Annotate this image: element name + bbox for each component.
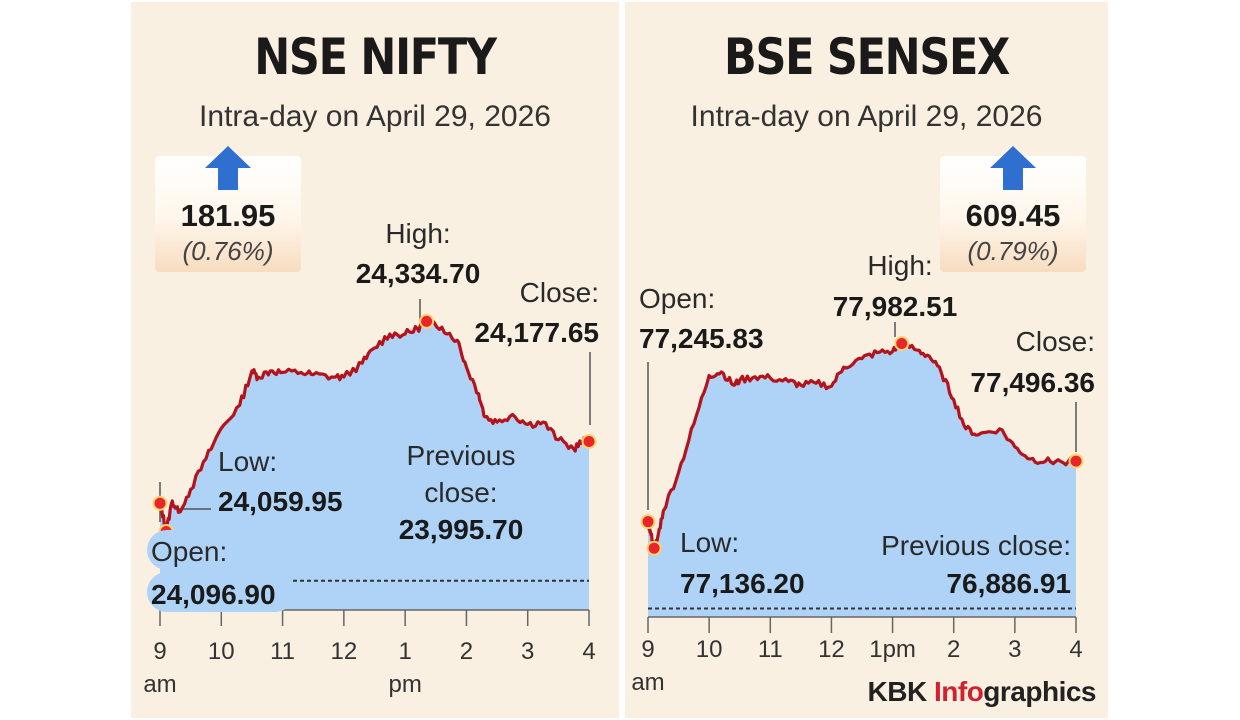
close-marker <box>581 433 597 449</box>
x-tick-label: 12 <box>331 638 358 665</box>
nifty-prev-close-value: 23,995.70 <box>399 514 524 545</box>
nifty-open-label-bg <box>147 530 247 570</box>
x-tick-label: 4 <box>1069 636 1082 663</box>
x-tick-label: 2 <box>460 638 473 665</box>
sensex-open-label: Open: <box>639 283 715 314</box>
x-tick-label: 2 <box>947 636 960 663</box>
sensex-high-value: 77,982.51 <box>833 291 958 322</box>
nifty-chart: 9 am 10 11 12 1 pm 2 3 4 High: 24,334.70 Close: 2… <box>143 218 599 698</box>
nifty-panel: NSE NIFTY Intra-day on April 29, 2026 18… <box>131 2 619 718</box>
x-tick-label: 11 <box>270 638 295 665</box>
sensex-prev-close-label: Previous close: <box>881 530 1071 561</box>
sensex-area <box>648 342 1076 617</box>
sensex-close-label: Close: <box>1016 326 1095 357</box>
sensex-low-value: 77,136.20 <box>680 568 805 599</box>
nifty-area <box>160 319 589 610</box>
sensex-close-value: 77,496.36 <box>970 367 1095 398</box>
x-tick-label: 12 <box>818 636 845 663</box>
nifty-open-value-bg <box>147 572 295 612</box>
nifty-open-label: Open: <box>151 536 227 567</box>
nifty-high-label: High: <box>385 218 450 249</box>
x-tick-label: 3 <box>1008 636 1021 663</box>
high-marker <box>419 313 435 329</box>
open-marker <box>640 514 656 530</box>
nifty-change-value: 181.95 <box>180 198 276 233</box>
sensex-title: BSE SENSEX <box>723 28 1010 86</box>
up-arrow-icon <box>990 146 1036 190</box>
nifty-low-value: 24,059.95 <box>218 486 343 517</box>
nifty-subtitle: Intra-day on April 29, 2026 <box>199 100 551 133</box>
nifty-open-value: 24,096.90 <box>151 579 276 610</box>
nifty-x-ticks: 9 am 10 11 12 1 pm 2 3 4 <box>143 610 596 698</box>
sensex-change-value: 609.45 <box>965 198 1061 233</box>
x-tick-label: 10 <box>696 636 723 663</box>
x-tick-label: 11 <box>758 636 783 663</box>
credit-info: Info <box>933 676 984 707</box>
x-tick-label: 3 <box>521 638 534 665</box>
sensex-prev-close-value: 76,886.91 <box>946 568 1071 599</box>
x-tick-label: 1pm <box>869 636 916 663</box>
sensex-panel: BSE SENSEX Intra-day on April 29, 2026 6… <box>625 2 1108 718</box>
sensex-change-percent: (0.79%) <box>967 236 1059 266</box>
nifty-high-value: 24,334.70 <box>356 258 481 289</box>
close-marker <box>1068 453 1084 469</box>
sensex-change-badge: 609.45 (0.79%) <box>940 146 1086 272</box>
x-tick-label: 10 <box>208 638 235 665</box>
nifty-close-value: 24,177.65 <box>474 317 599 348</box>
nifty-title: NSE NIFTY <box>254 28 497 86</box>
x-tick-sublabel: am <box>631 669 664 696</box>
nifty-prev-close-label-1: Previous <box>407 440 516 471</box>
nifty-close-label: Close: <box>520 277 599 308</box>
nifty-change-badge: 181.95 (0.76%) <box>155 146 301 272</box>
high-marker <box>894 335 910 351</box>
open-marker <box>152 495 168 511</box>
x-tick-label: 9 <box>153 638 166 665</box>
sensex-open-value: 77,245.83 <box>639 323 764 354</box>
credit-kbk: KBK <box>867 676 934 707</box>
sensex-low-label: Low: <box>680 527 739 558</box>
x-tick-label: 9 <box>641 636 654 663</box>
sensex-price-line <box>646 340 1078 551</box>
kbk-infographics-credit: KBK Infographics <box>867 676 1097 708</box>
sensex-chart: 9 am 10 11 12 1pm 2 3 4 High: 77,982.51 Close: 7… <box>631 250 1095 696</box>
up-arrow-icon <box>205 146 251 190</box>
x-tick-sublabel: pm <box>388 671 421 698</box>
sensex-subtitle: Intra-day on April 29, 2026 <box>690 100 1043 133</box>
x-tick-label: 4 <box>582 638 595 665</box>
low-marker <box>646 540 662 556</box>
x-tick-sublabel: am <box>143 671 176 698</box>
sensex-x-ticks: 9 am 10 11 12 1pm 2 3 4 <box>631 617 1083 696</box>
nifty-low-label: Low: <box>218 446 277 477</box>
nifty-price-line <box>158 318 590 534</box>
nifty-prev-close-label-2: close: <box>424 477 497 508</box>
x-tick-label: 1 <box>398 638 411 665</box>
sensex-high-label: High: <box>867 250 932 281</box>
sensex-markers <box>640 335 1084 556</box>
credit-graphics: graphics <box>983 676 1096 707</box>
nifty-change-percent: (0.76%) <box>182 236 274 266</box>
